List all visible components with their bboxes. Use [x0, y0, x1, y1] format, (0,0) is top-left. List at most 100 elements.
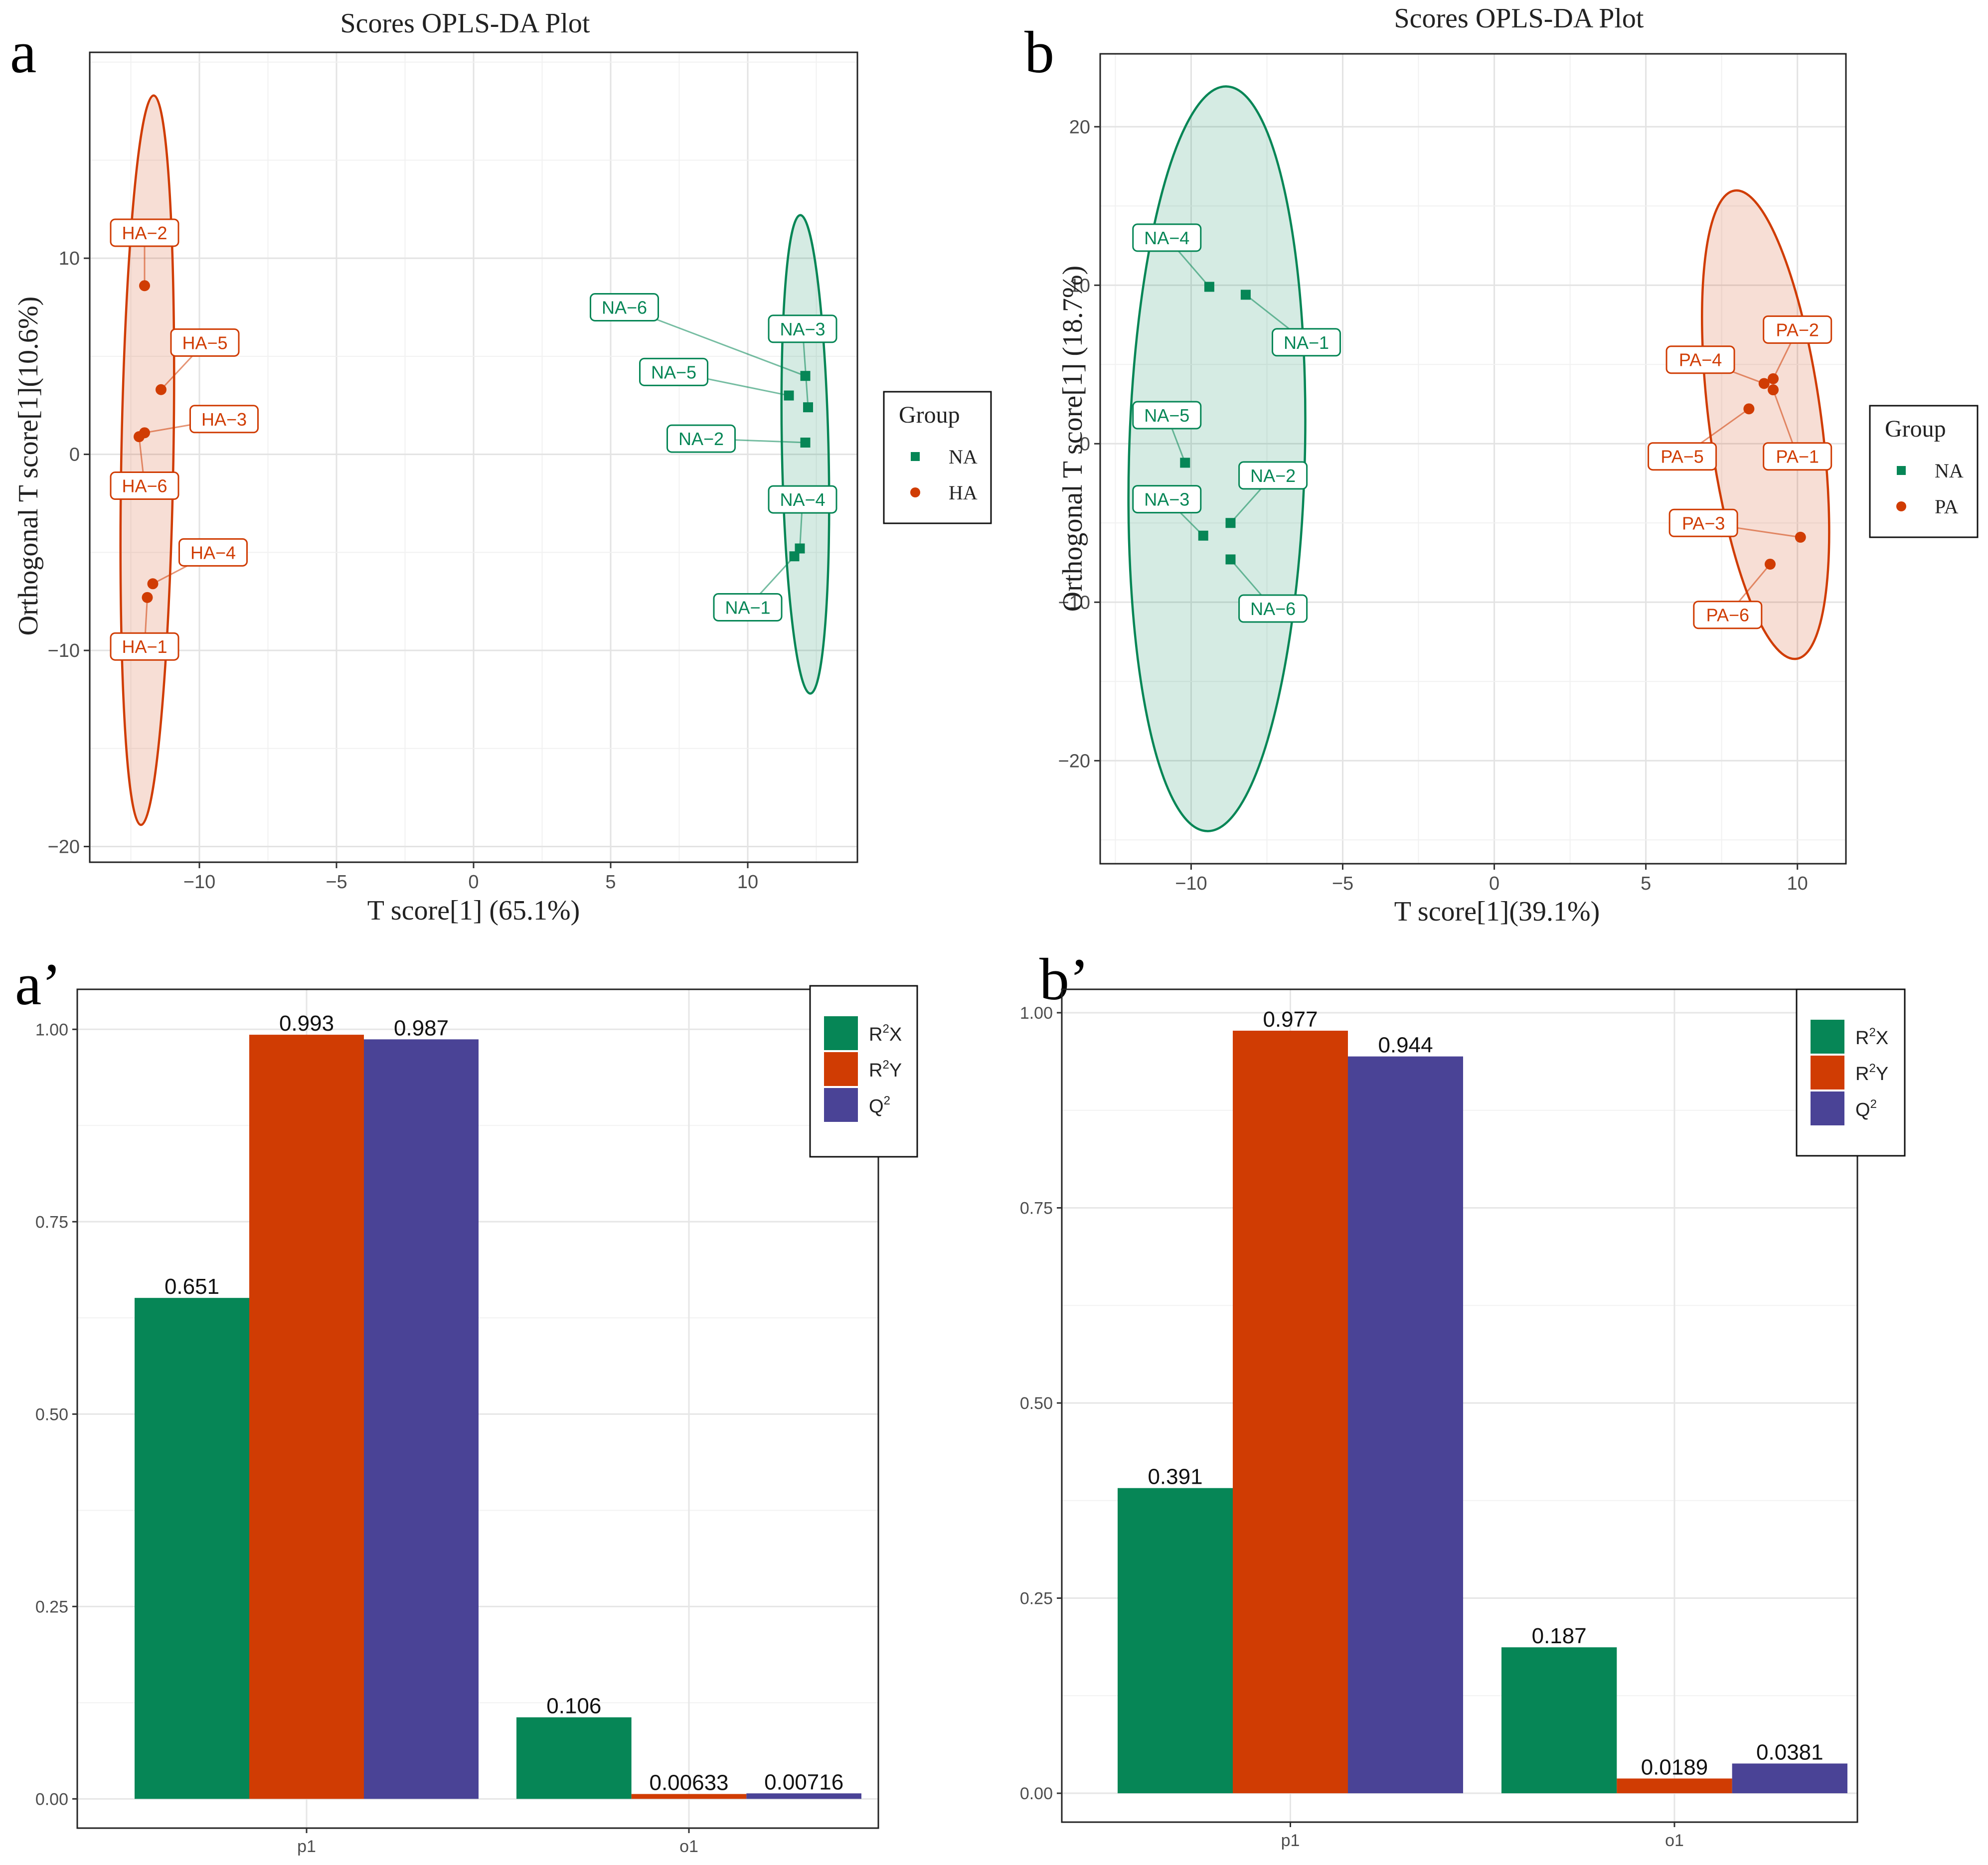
bar-r2x-o1	[516, 1717, 632, 1799]
bar-value-label: 0.987	[394, 1016, 449, 1040]
legend-label-superscript: 2	[882, 1022, 889, 1036]
point-label-box	[1763, 315, 1832, 344]
point-label-box	[1132, 485, 1202, 514]
legend-label-na: NA	[949, 446, 978, 468]
point-label-box	[189, 405, 259, 434]
panel-b-title: Scores OPLS-DA Plot	[1394, 3, 1644, 34]
legend-title: Group	[1885, 416, 1946, 442]
panel-a-prime-bar-chart: a’ 0.651 0.993 0.987 0.106 0.00633 0.00716 0.…	[15, 951, 918, 1856]
x-tick-label: −10	[183, 872, 215, 893]
panel-a-points	[134, 280, 813, 603]
legend-label-base: R	[1855, 1064, 1869, 1085]
data-point-pa	[1743, 403, 1755, 415]
point-label: HA−1	[122, 636, 167, 657]
legend-box	[883, 391, 992, 524]
bar-r2y-p1	[249, 1035, 364, 1799]
point-label: PA−1	[1776, 447, 1819, 467]
legend-label-base: R	[869, 1024, 882, 1045]
x-tick-label: 10	[1787, 873, 1808, 894]
point-label: NA−3	[780, 319, 825, 339]
point-label-box	[639, 357, 708, 386]
panel-b-legend: Group NA PA	[1869, 405, 1979, 538]
x-tick-label: p1	[297, 1837, 316, 1856]
point-label: PA−4	[1679, 350, 1722, 370]
panel-a-gridlines	[90, 52, 857, 862]
point-label: NA−5	[1144, 405, 1189, 426]
data-point-pa	[1768, 384, 1779, 396]
legend-label-superscript: 2	[1870, 1097, 1877, 1111]
point-label-box	[590, 293, 659, 322]
panel-b-gridlines	[1100, 54, 1846, 864]
legend-label-base: R	[869, 1060, 882, 1081]
bar-value-label: 0.187	[1532, 1624, 1587, 1648]
data-point-na	[795, 543, 805, 554]
legend-swatch-r2x	[1811, 1020, 1844, 1054]
point-label: NA−2	[1250, 466, 1296, 486]
data-point-na	[803, 402, 813, 413]
panel-b-letter: b	[1024, 19, 1054, 85]
point-label-box	[1665, 345, 1735, 374]
y-tick-label: 0	[1080, 434, 1090, 455]
x-tick-label: 0	[1489, 873, 1499, 894]
legend-marker-na	[1897, 466, 1906, 475]
point-label: NA−3	[1144, 489, 1189, 510]
legend-label-superscript: 2	[882, 1058, 889, 1072]
plot-border	[76, 988, 879, 1829]
bar-value-label: 0.651	[165, 1274, 219, 1299]
bar-r2x-o1	[1501, 1647, 1617, 1794]
x-tick-label: 5	[605, 872, 616, 893]
point-label-box	[1648, 442, 1717, 471]
panel-a-prime-value-labels: 0.651 0.993 0.987 0.106 0.00633 0.00716	[165, 1011, 843, 1795]
legend-label-q2: Q2	[869, 1094, 890, 1117]
point-label-box	[1132, 401, 1202, 430]
legend-label-tail: Y	[889, 1060, 902, 1081]
y-tick-label: 0.50	[35, 1405, 68, 1424]
confidence-ellipse-pa	[1701, 189, 1830, 660]
x-tick-label: −10	[1175, 873, 1207, 894]
data-point-na	[1225, 554, 1236, 565]
point-label: NA−6	[1250, 599, 1296, 619]
point-label-box	[1272, 328, 1341, 357]
legend-label-superscript: 2	[884, 1094, 890, 1107]
y-tick-label: −10	[1058, 592, 1090, 613]
point-label: NA−1	[725, 597, 770, 618]
legend-marker-pa	[1896, 501, 1906, 511]
bar-value-label: 0.00633	[649, 1771, 728, 1795]
panel-a-axes: −10 −5 0 5 10 −20 −10 0 10	[48, 51, 858, 893]
point-label: PA−3	[1682, 513, 1725, 533]
bar-r2y-p1	[1233, 1031, 1348, 1794]
bar-r2y-o1	[1617, 1778, 1732, 1794]
data-point-pa	[1764, 558, 1776, 570]
legend-swatch-r2y	[1811, 1056, 1844, 1089]
data-point-pa	[1768, 373, 1779, 384]
panel-b-scores-plot: b Scores OPLS-DA Plot NA−1NA−2NA−3NA−4NA…	[1024, 3, 1979, 927]
point-label-box	[1238, 461, 1308, 490]
y-tick-label: 1.00	[35, 1020, 68, 1039]
bar-r2y-o1	[631, 1794, 747, 1799]
point-label: HA−3	[201, 409, 247, 430]
x-tick-label: 5	[1641, 873, 1651, 894]
point-label: HA−6	[122, 476, 167, 496]
point-label-box	[713, 593, 783, 622]
panel-b-points	[1180, 282, 1806, 570]
panel-a-legend: Group NA HA	[883, 391, 992, 524]
plot-border	[1099, 53, 1847, 865]
y-tick-label: 0.50	[1020, 1394, 1053, 1413]
data-point-na	[1225, 518, 1236, 528]
legend-label-na: NA	[1935, 460, 1964, 482]
legend-swatch-q2	[1811, 1091, 1844, 1125]
panel-a-y-axis-title: Orthogonal T score[1](10.6%)	[13, 297, 44, 636]
legend-label-superscript: 2	[1869, 1062, 1875, 1075]
data-point-pa	[1795, 531, 1806, 543]
legend-label-q2: Q2	[1855, 1097, 1877, 1120]
legend-label-base: R	[1855, 1028, 1869, 1049]
data-point-na	[800, 437, 811, 448]
data-point-ha	[142, 592, 153, 603]
point-label: PA−5	[1660, 447, 1703, 467]
point-label-box	[1693, 601, 1763, 629]
x-tick-label: p1	[1281, 1831, 1300, 1850]
panel-b-prime-value-labels: 0.391 0.977 0.944 0.187 0.0189 0.0381	[1148, 1007, 1823, 1779]
legend-swatch-r2y	[824, 1052, 858, 1086]
